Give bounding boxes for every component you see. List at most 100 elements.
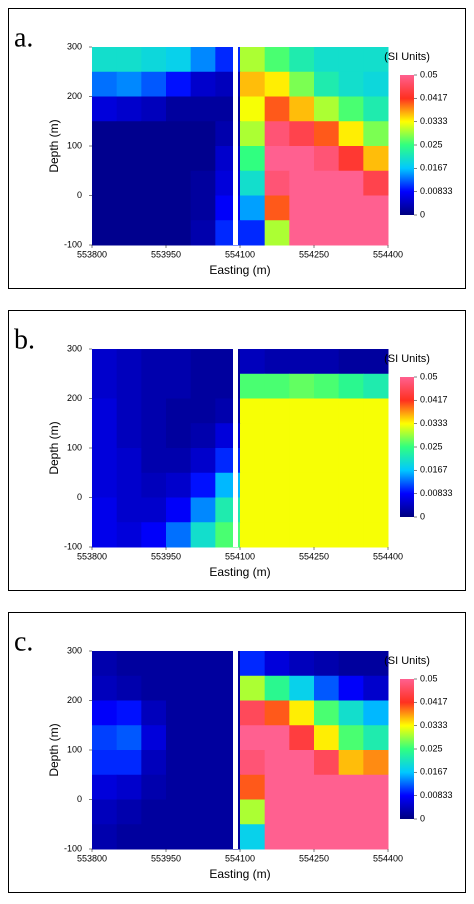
heat-cell	[166, 497, 192, 523]
heat-cell	[92, 71, 118, 97]
heat-cell	[314, 824, 340, 850]
heat-cell	[289, 47, 315, 73]
heat-cell	[116, 373, 142, 399]
heat-cell	[289, 774, 315, 800]
colorbar-tick-label: 0.025	[420, 441, 443, 451]
heat-cell	[166, 220, 192, 246]
heat-cell	[240, 725, 266, 751]
x-tick-label: 554250	[299, 249, 329, 259]
heat-cell	[289, 675, 315, 701]
heat-cell	[363, 195, 389, 221]
heat-cell	[264, 725, 290, 751]
panel-label: c.	[14, 626, 33, 657]
heat-cell	[240, 398, 266, 424]
heat-cell	[141, 799, 167, 825]
heat-cell	[289, 398, 315, 424]
heat-cell	[190, 799, 216, 825]
heat-cell	[289, 497, 315, 523]
heat-cell	[116, 195, 142, 221]
heat-cell	[314, 774, 340, 800]
heat-cell	[166, 448, 192, 474]
heat-cell	[166, 373, 192, 399]
colorbar-tick-label: 0.0417	[420, 93, 448, 103]
panel: -100 0 100 200 300 553800 553950 554100 554250 55…	[8, 310, 466, 591]
heat-cell	[116, 398, 142, 424]
heat-cell	[141, 725, 167, 751]
heat-cell	[166, 349, 192, 375]
heat-cell	[363, 96, 389, 122]
heat-cell	[92, 423, 118, 449]
heat-cell	[264, 423, 290, 449]
heat-cell	[190, 170, 216, 196]
heat-cell	[116, 448, 142, 474]
heat-cell	[338, 824, 364, 850]
heat-cell	[264, 220, 290, 246]
x-tick-label: 553800	[77, 249, 107, 259]
colorbar-label: (SI Units)	[384, 51, 430, 63]
heat-cell	[190, 71, 216, 97]
heat-cell	[141, 146, 167, 172]
heat-cell	[264, 398, 290, 424]
x-tick-label: 554100	[225, 551, 255, 561]
y-tick-label: 0	[77, 794, 82, 804]
y-tick-label: 0	[77, 492, 82, 502]
heat-cell	[289, 799, 315, 825]
heat-cell	[314, 146, 340, 172]
heat-cell	[363, 774, 389, 800]
heat-cell	[166, 675, 192, 701]
heat-cell	[92, 522, 118, 548]
heat-cell	[116, 774, 142, 800]
heat-cell	[240, 423, 266, 449]
heat-cell	[314, 373, 340, 399]
heat-cell	[363, 675, 389, 701]
heat-cell	[116, 71, 142, 97]
heat-cell	[264, 195, 290, 221]
heat-cell	[338, 195, 364, 221]
heat-cell	[166, 472, 192, 498]
heat-cell	[289, 349, 315, 375]
heat-cell	[240, 170, 266, 196]
heat-cell	[240, 195, 266, 221]
heat-cell	[92, 170, 118, 196]
heat-cell	[363, 373, 389, 399]
heat-cell	[289, 448, 315, 474]
heat-cell	[116, 799, 142, 825]
heat-cell	[338, 700, 364, 726]
heat-cell	[92, 472, 118, 498]
heat-cell	[240, 522, 266, 548]
heat-cell	[141, 170, 167, 196]
heat-cell	[314, 448, 340, 474]
heat-cell	[141, 522, 167, 548]
y-tick-label: 200	[67, 393, 82, 403]
y-tick-label: -100	[64, 843, 82, 853]
heat-cell	[289, 700, 315, 726]
heat-cell	[264, 750, 290, 776]
colorbar-tick-label: 0.0167	[420, 465, 448, 475]
heat-cell	[314, 675, 340, 701]
y-tick-label: 300	[67, 41, 82, 51]
y-tick-label: 300	[67, 343, 82, 353]
heat-cell	[190, 675, 216, 701]
heat-cell	[92, 121, 118, 147]
heat-cell	[190, 497, 216, 523]
heat-cell	[166, 398, 192, 424]
heat-cell	[363, 799, 389, 825]
heat-cell	[264, 651, 290, 677]
heat-cell	[264, 170, 290, 196]
heat-cell	[289, 725, 315, 751]
heat-cell	[363, 497, 389, 523]
heat-cell	[92, 497, 118, 523]
heat-cell	[363, 824, 389, 850]
heat-cell	[141, 472, 167, 498]
x-tick-label: 554250	[299, 853, 329, 863]
heat-cell	[92, 675, 118, 701]
heat-cell	[363, 47, 389, 73]
x-tick-label: 553800	[77, 853, 107, 863]
colorbar-tick-label: 0.05	[420, 673, 438, 683]
heat-cell	[166, 146, 192, 172]
heat-cell	[240, 71, 266, 97]
heat-cell	[240, 700, 266, 726]
heat-cell	[264, 675, 290, 701]
x-tick-label: 554100	[225, 249, 255, 259]
heat-cell	[92, 146, 118, 172]
